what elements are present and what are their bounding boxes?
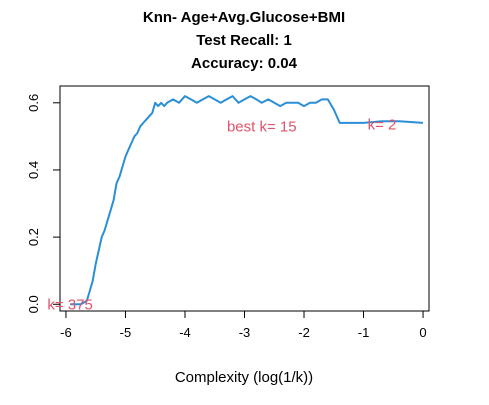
y-axis: 0.0 0.2 0.4 0.6: [26, 94, 60, 313]
x-tick-label: 0: [419, 325, 426, 340]
chart-title-line-2: Test Recall: 1: [196, 32, 292, 49]
y-tick-label: 0.0: [26, 295, 41, 313]
y-tick-label: 0.6: [26, 94, 41, 112]
chart-title: Knn- Age+Avg.Glucose+BMI Test Recall: 1 …: [143, 9, 345, 72]
x-tick-label: -1: [358, 325, 370, 340]
annotation-label: k= 375: [47, 296, 92, 313]
series-layer: [70, 95, 424, 306]
annotation-label: best k= 15: [227, 118, 297, 135]
series-line: [70, 95, 424, 306]
x-tick-label: -2: [298, 325, 310, 340]
x-axis: -6 -5 -4 -3 -2 -1 0: [60, 311, 427, 340]
x-tick-label: -3: [239, 325, 251, 340]
x-axis-label: Complexity (log(1/k)): [175, 369, 313, 386]
y-tick-label: 0.2: [26, 228, 41, 246]
y-tick-label: 0.4: [26, 161, 41, 179]
x-tick-label: -6: [60, 325, 72, 340]
x-tick-label: -5: [120, 325, 132, 340]
annotation-label: k= 2: [368, 117, 397, 134]
annotation-layer: k= 375 best k= 15 k= 2: [47, 117, 396, 314]
chart-title-line-3: Accuracy: 0.04: [191, 55, 298, 72]
chart-title-line-1: Knn- Age+Avg.Glucose+BMI: [143, 9, 345, 26]
x-tick-label: -4: [179, 325, 191, 340]
